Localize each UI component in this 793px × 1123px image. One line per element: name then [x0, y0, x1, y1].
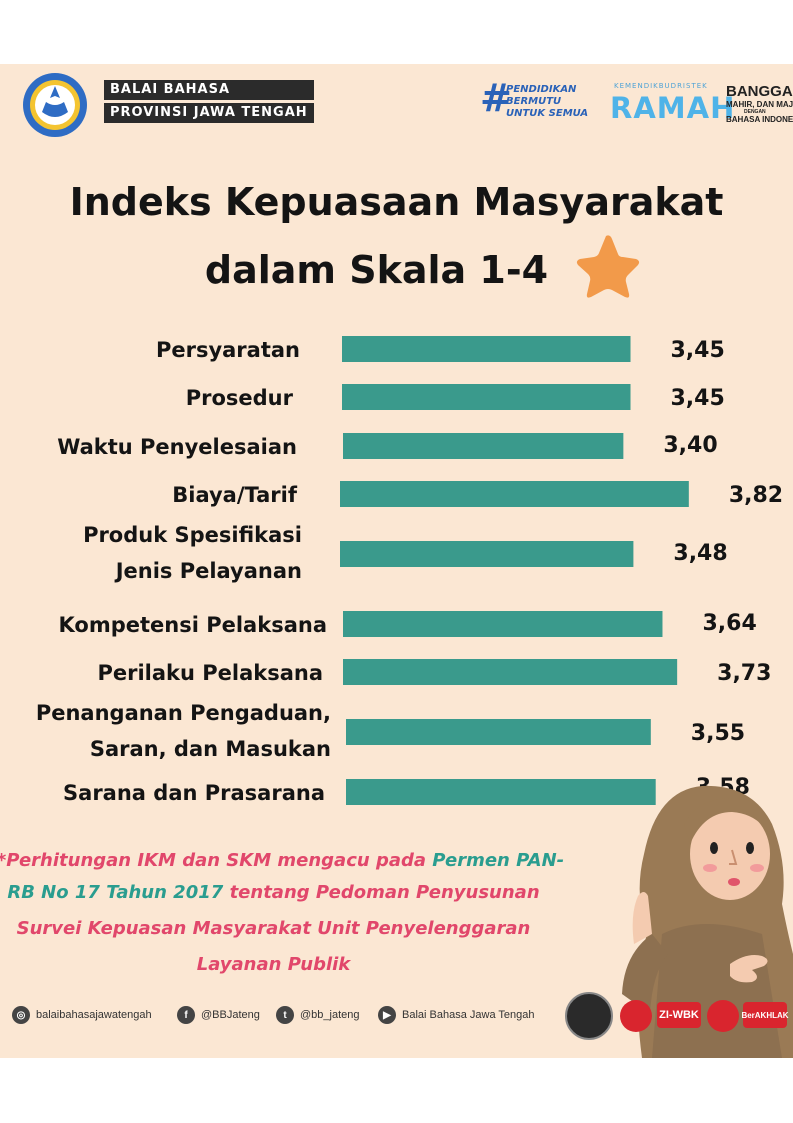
- facebook-link[interactable]: f @BBJateng: [177, 1004, 260, 1026]
- bar-1: [342, 336, 631, 362]
- instagram-icon: ◎: [12, 1006, 30, 1024]
- bar-7: [343, 659, 678, 685]
- title-line1: Indeks Kepuasaan Masyarakat: [69, 180, 724, 224]
- value-label-6: 3,64: [702, 611, 756, 636]
- balai-line2: PROVINSI JAWA TENGAH: [104, 103, 314, 123]
- category-label-5-line2: Jenis Pelayanan: [114, 559, 302, 583]
- category-label-8-line2: Saran, dan Masukan: [90, 737, 331, 761]
- note-line2-text: tentang Pedoman Penyusunan: [223, 882, 540, 903]
- bar-3: [343, 433, 624, 459]
- bersih-melayani-badge-icon: [620, 1000, 652, 1032]
- category-label-9: Sarana dan Prasarana: [63, 781, 325, 805]
- instagram-link[interactable]: ◎ balaibahasajawatengah: [12, 1004, 152, 1026]
- bangga-line3: DENGAN: [744, 109, 766, 115]
- value-label-3: 3,40: [663, 433, 717, 458]
- organization-seal-icon: [565, 992, 613, 1040]
- value-label-5: 3,48: [673, 541, 727, 566]
- category-label-6: Kompetensi Pelaksana: [59, 613, 328, 637]
- note-line1-text: *Perhitungan IKM dan SKM mengacu pada: [0, 850, 433, 871]
- star-icon: [572, 230, 644, 302]
- value-label-7: 3,73: [717, 661, 771, 686]
- bar-4: [340, 481, 689, 507]
- category-label-4: Biaya/Tarif: [172, 483, 298, 507]
- twitter-icon: t: [276, 1006, 294, 1024]
- twitter-link[interactable]: t @bb_jateng: [276, 1004, 360, 1026]
- bar-2: [342, 384, 631, 410]
- value-label-4: 3,82: [729, 483, 783, 508]
- youtube-channel: Balai Bahasa Jawa Tengah: [402, 1009, 535, 1021]
- bar-8: [346, 719, 651, 745]
- title-line2: dalam Skala 1-4: [204, 248, 549, 292]
- pendidikan-bermutu-logo: # PENDIDIKAN BERMUTU UNTUK SEMUA: [480, 76, 595, 126]
- note-line2: RB No 17 Tahun 2017 tentang Pedoman Peny…: [0, 882, 670, 903]
- bangga-logo: BANGGA, MAHIR, DAN MAJU DENGAN BAHASA IN…: [726, 83, 793, 125]
- balai-bahasa-logo: BALAI BAHASA PROVINSI JAWA TENGAH: [104, 80, 314, 126]
- category-label-1: Persyaratan: [156, 338, 300, 362]
- ramah-small-text: KEMENDIKBUDRISTEK: [614, 82, 708, 90]
- ramah-text: RAMAH: [610, 91, 736, 125]
- youtube-link[interactable]: ▶ Balai Bahasa Jawa Tengah: [378, 1004, 535, 1026]
- facebook-icon: f: [177, 1006, 195, 1024]
- bar-6: [343, 611, 663, 637]
- balai-line1: BALAI BAHASA: [104, 80, 314, 100]
- chart: 3,45 Persyaratan 3,45 Prosedur 3,40 Waktu Pen…: [36, 336, 783, 805]
- note-line4: Layanan Publik: [196, 954, 351, 975]
- category-label-7: Perilaku Pelaksana: [97, 661, 323, 685]
- category-label-5-line1: Produk Spesifikasi: [83, 523, 302, 547]
- facebook-handle: @BBJateng: [201, 1009, 260, 1021]
- bar-9: [346, 779, 656, 805]
- value-label-1: 3,45: [671, 338, 725, 363]
- hash-icon: #: [480, 76, 512, 120]
- poster: BALAI BAHASA PROVINSI JAWA TENGAH # PEND…: [0, 64, 793, 1058]
- note-line3: Survei Kepuasan Masyarakat Unit Penyelen…: [16, 918, 531, 939]
- note-line1: *Perhitungan IKM dan SKM mengacu pada Pe…: [0, 850, 677, 871]
- note-rb-number: RB No 17 Tahun 2017: [7, 882, 224, 903]
- berakhlak-badge: BerAKHLAK: [741, 1002, 789, 1028]
- ramah-logo: KEMENDIKBUDRISTEK RAMAH: [610, 82, 734, 132]
- zi-wbk-badge: ZI-WBK: [657, 1002, 701, 1028]
- pendidikan-line1: PENDIDIKAN: [506, 84, 577, 95]
- tanpa-gratifikasi-badge-icon: [707, 1000, 739, 1032]
- pendidikan-line2: BERMUTU: [506, 96, 562, 107]
- note-permen: Permen PAN-: [432, 850, 565, 871]
- bangga-line2: MAHIR, DAN MAJU: [726, 100, 793, 109]
- kemdikbud-logo: [22, 72, 88, 138]
- category-label-3: Waktu Penyelesaian: [57, 435, 297, 459]
- bangga-line1: BANGGA,: [726, 83, 793, 100]
- instagram-handle: balaibahasajawatengah: [36, 1009, 152, 1021]
- bar-5: [340, 541, 634, 567]
- youtube-icon: ▶: [378, 1006, 396, 1024]
- category-label-2: Prosedur: [186, 386, 294, 410]
- category-label-8-line1: Penanganan Pengaduan,: [36, 701, 331, 725]
- pendidikan-line3: UNTUK SEMUA: [506, 108, 589, 119]
- value-label-8: 3,55: [691, 721, 745, 746]
- bangga-line4: BAHASA INDONESIA: [726, 115, 793, 124]
- twitter-handle: @bb_jateng: [300, 1009, 360, 1021]
- value-label-2: 3,45: [671, 386, 725, 411]
